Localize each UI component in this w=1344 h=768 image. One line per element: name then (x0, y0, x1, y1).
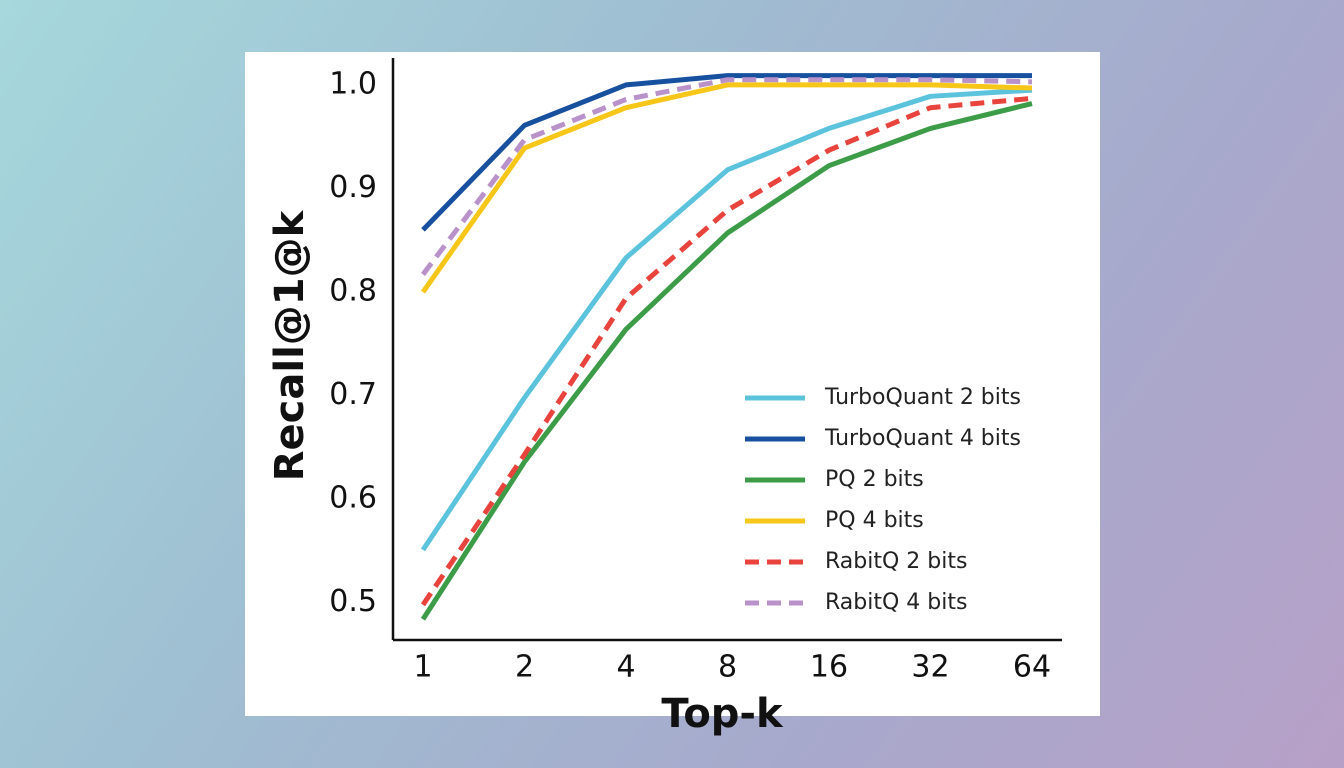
y-tick-label: 1.0 (329, 66, 377, 101)
legend-label: TurboQuant 4 bits (824, 426, 1021, 451)
y-tick-label: 0.7 (329, 377, 377, 412)
x-tick-label: 8 (718, 650, 737, 685)
x-tick-label: 4 (616, 650, 635, 685)
y-axis-label: Recall@1@k (267, 209, 313, 481)
y-tick-label: 0.6 (329, 481, 377, 516)
y-tick-label: 0.5 (329, 584, 377, 619)
x-tick-label: 64 (1013, 650, 1051, 685)
x-tick-label: 2 (515, 650, 534, 685)
series-line (420, 95, 1033, 607)
y-tick-label: 0.8 (329, 274, 377, 309)
legend-label: PQ 4 bits (825, 508, 924, 533)
x-tick-label: 16 (810, 650, 848, 685)
x-tick-label: 1 (413, 650, 432, 685)
x-axis-label: Top-k (661, 691, 784, 737)
chart-panel (245, 52, 1100, 716)
legend-label: RabitQ 2 bits (825, 549, 967, 574)
series-line (420, 82, 1033, 294)
series-line (420, 101, 1033, 621)
y-tick-label: 0.9 (329, 170, 377, 205)
series-line (421, 77, 1033, 276)
x-tick-label: 32 (911, 650, 949, 685)
series-line (420, 87, 1033, 552)
legend-label: RabitQ 4 bits (825, 590, 967, 615)
series-line (421, 73, 1032, 232)
legend-label: PQ 2 bits (825, 467, 924, 492)
legend-label: TurboQuant 2 bits (824, 385, 1021, 410)
